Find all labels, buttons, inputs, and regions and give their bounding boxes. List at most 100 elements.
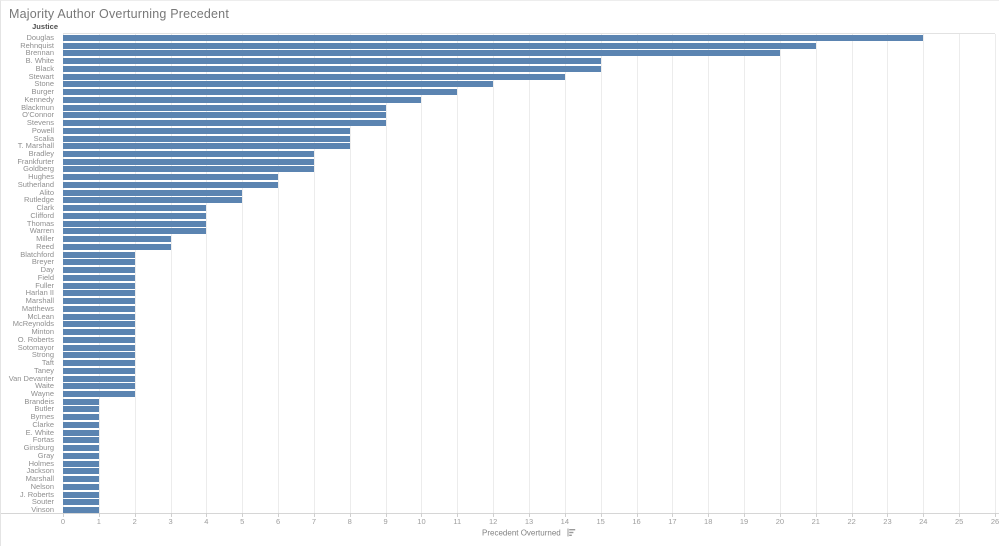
- tick-mark: [206, 513, 208, 517]
- justice-label: J. Roberts: [19, 489, 54, 499]
- precedent-bar[interactable]: [63, 96, 422, 103]
- precedent-bar[interactable]: [63, 398, 99, 405]
- tick-mark: [385, 513, 387, 517]
- precedent-bar[interactable]: [63, 189, 243, 196]
- precedent-bar[interactable]: [63, 158, 314, 165]
- precedent-bar[interactable]: [63, 313, 135, 320]
- precedent-bar[interactable]: [63, 135, 350, 142]
- justice-label: Warren: [29, 226, 54, 236]
- precedent-bar[interactable]: [63, 383, 135, 390]
- precedent-bar[interactable]: [63, 212, 207, 219]
- tick-mark: [349, 513, 351, 517]
- precedent-bar[interactable]: [63, 127, 350, 134]
- precedent-bar[interactable]: [63, 305, 135, 312]
- precedent-bar[interactable]: [63, 460, 99, 467]
- precedent-bar[interactable]: [63, 282, 135, 289]
- precedent-bar[interactable]: [63, 360, 135, 367]
- precedent-bar[interactable]: [63, 429, 99, 436]
- precedent-bar[interactable]: [63, 421, 99, 428]
- precedent-bar[interactable]: [63, 89, 458, 96]
- precedent-bar[interactable]: [63, 344, 135, 351]
- tick-mark: [636, 513, 638, 517]
- tick-label: 16: [632, 517, 641, 526]
- justice-label: Breyer: [31, 257, 54, 267]
- precedent-bar[interactable]: [63, 120, 386, 127]
- tick-mark: [134, 513, 136, 517]
- grid-line: [672, 34, 674, 513]
- sort-descending-icon[interactable]: [567, 528, 576, 537]
- precedent-bar[interactable]: [63, 181, 279, 188]
- tick-mark: [672, 513, 674, 517]
- justice-label: Burger: [31, 87, 54, 97]
- precedent-bar[interactable]: [63, 483, 99, 490]
- grid-line: [385, 34, 387, 513]
- precedent-bar[interactable]: [63, 476, 99, 483]
- justice-label: Holmes: [28, 458, 54, 468]
- grid-line: [959, 34, 961, 513]
- precedent-bar[interactable]: [63, 437, 99, 444]
- precedent-bar[interactable]: [63, 491, 99, 498]
- precedent-bar[interactable]: [63, 274, 135, 281]
- precedent-bar[interactable]: [63, 197, 243, 204]
- precedent-bar[interactable]: [63, 452, 99, 459]
- precedent-bar[interactable]: [63, 468, 99, 475]
- justice-label: Scalia: [33, 133, 54, 143]
- precedent-bar[interactable]: [63, 290, 135, 297]
- precedent-bar[interactable]: [63, 205, 207, 212]
- tick-label: 13: [524, 517, 534, 526]
- tick-label: 11: [453, 517, 462, 526]
- tick-label: 6: [275, 517, 281, 526]
- tick-mark: [779, 513, 781, 517]
- precedent-bar[interactable]: [63, 243, 171, 250]
- precedent-bar[interactable]: [63, 267, 135, 274]
- precedent-bar[interactable]: [63, 298, 135, 305]
- precedent-bar[interactable]: [63, 58, 601, 65]
- grid-line: [493, 34, 495, 513]
- precedent-bar[interactable]: [63, 65, 601, 72]
- justice-labels-column: Douglas Rehnquist Brennan B. White Black Stew…: [1, 33, 58, 514]
- precedent-bar[interactable]: [63, 104, 386, 111]
- precedent-bar[interactable]: [63, 34, 924, 41]
- precedent-bar[interactable]: [63, 391, 135, 397]
- tick-label: 24: [919, 517, 928, 526]
- justice-label: Souter: [31, 497, 54, 507]
- precedent-bar[interactable]: [63, 406, 99, 413]
- justice-label: Fortas: [32, 435, 54, 445]
- precedent-bar[interactable]: [63, 414, 99, 421]
- precedent-bar[interactable]: [63, 73, 565, 80]
- justice-label: Fuller: [35, 280, 54, 290]
- bar-chart-plot-area: [63, 33, 996, 514]
- precedent-bar[interactable]: [63, 336, 135, 343]
- precedent-bar[interactable]: [63, 143, 350, 150]
- precedent-bar[interactable]: [63, 151, 314, 157]
- justice-label: Rehnquist: [20, 40, 54, 50]
- precedent-bar[interactable]: [63, 259, 135, 266]
- justice-label: Taft: [41, 358, 54, 368]
- chart-title: Majority Author Overturning Precedent: [9, 7, 230, 21]
- precedent-bar[interactable]: [63, 329, 135, 336]
- precedent-bar[interactable]: [63, 507, 99, 514]
- precedent-bar[interactable]: [63, 42, 816, 49]
- justice-label: Powell: [31, 125, 54, 135]
- precedent-bar[interactable]: [63, 251, 135, 258]
- precedent-bar[interactable]: [63, 499, 99, 506]
- justice-label: Frankfurter: [17, 156, 54, 166]
- tick-label: 4: [204, 517, 209, 526]
- precedent-bar[interactable]: [63, 81, 494, 88]
- precedent-bar[interactable]: [63, 50, 780, 57]
- grid-line: [457, 34, 459, 513]
- grid-line: [278, 34, 280, 513]
- precedent-bar[interactable]: [63, 112, 386, 119]
- precedent-bar[interactable]: [63, 166, 314, 173]
- precedent-bar[interactable]: [63, 375, 135, 382]
- precedent-bar[interactable]: [63, 174, 279, 181]
- precedent-bar[interactable]: [63, 228, 207, 235]
- precedent-bar[interactable]: [63, 352, 135, 359]
- precedent-bar[interactable]: [63, 321, 135, 328]
- precedent-bar[interactable]: [63, 445, 99, 452]
- precedent-bar[interactable]: [63, 236, 171, 243]
- precedent-bar[interactable]: [63, 220, 207, 227]
- justice-label: Brandeis: [24, 396, 54, 406]
- precedent-bar[interactable]: [63, 367, 135, 374]
- justice-label: McLean: [27, 311, 54, 321]
